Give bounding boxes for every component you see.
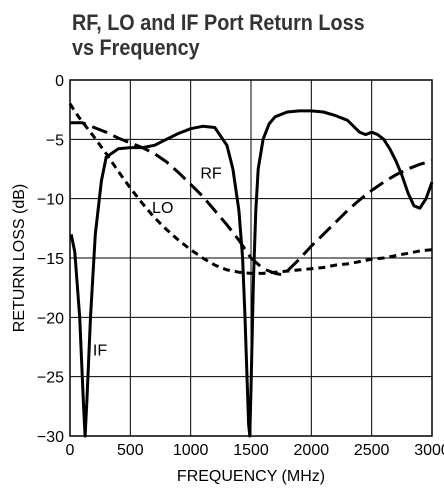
chart-title-line-1: RF, LO and IF Port Return Loss <box>72 10 365 35</box>
series-label-lo: LO <box>152 200 173 217</box>
x-tick-label: 2500 <box>354 442 390 459</box>
y-tick-label: −20 <box>37 310 64 327</box>
series-labels: RF LO IF <box>93 166 222 360</box>
x-tick-label: 500 <box>117 442 144 459</box>
x-tick-label: 1500 <box>233 442 269 459</box>
x-tick-label: 0 <box>66 442 75 459</box>
series-label-if: IF <box>93 342 107 359</box>
chart-title-line-2: vs Frequency <box>72 35 200 60</box>
x-tick-label: 2000 <box>294 442 330 459</box>
y-tick-label: 0 <box>55 73 64 90</box>
y-axis-label: RETURN LOSS (dB) <box>11 184 28 332</box>
x-tick-label: 1000 <box>173 442 209 459</box>
series-line-rf <box>70 121 433 277</box>
plot-frame <box>69 79 433 437</box>
y-tick-label: −5 <box>46 132 64 149</box>
y-tick-label: −10 <box>37 192 64 209</box>
series-line-lo <box>68 102 433 275</box>
y-tick-label: −30 <box>37 429 64 446</box>
x-axis-label: FREQUENCY (MHz) <box>177 468 325 485</box>
y-tick-label: −15 <box>37 251 64 268</box>
chart-title: RF, LO and IF Port Return Loss vs Freque… <box>72 10 396 60</box>
y-tick-label: −25 <box>37 370 64 387</box>
series-label-rf: RF <box>200 166 222 183</box>
